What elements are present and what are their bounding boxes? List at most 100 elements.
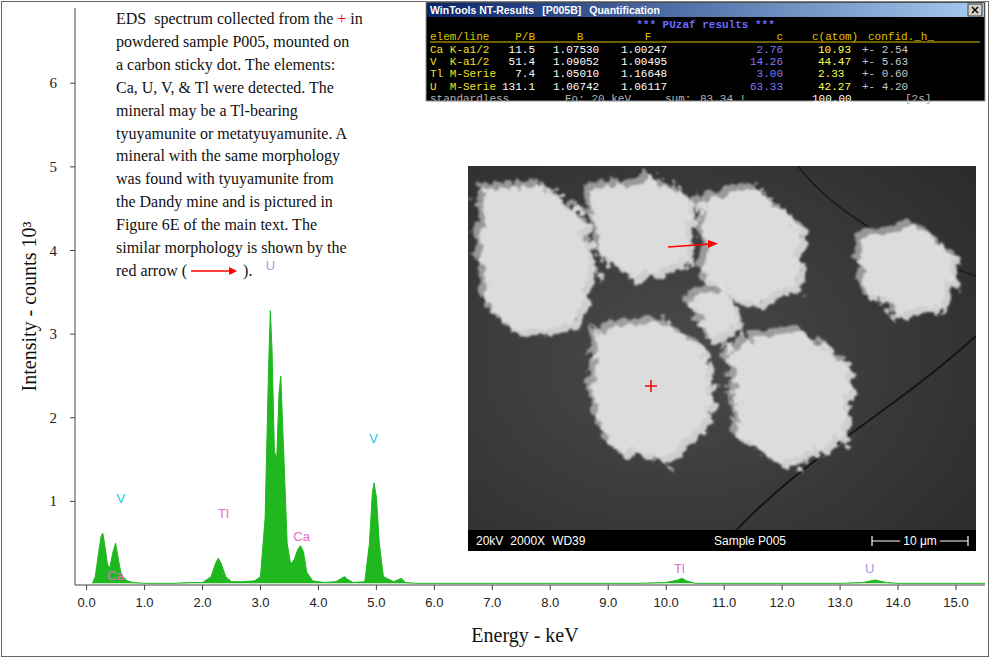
column-head: P/B: [515, 31, 535, 43]
table-cell: 10.93: [818, 44, 851, 56]
x-tick-label: 7.0: [483, 595, 501, 610]
caption-marker: +: [337, 10, 346, 27]
x-tick-label: 2.0: [193, 595, 211, 610]
y-tick: [70, 250, 75, 251]
table-cell: +- 5.63: [862, 56, 908, 68]
caption-text: EDS spectrum collected from the: [116, 10, 337, 28]
column-head: elem/line: [430, 31, 489, 43]
table-cell: 11.5: [509, 44, 535, 56]
x-tick: [86, 585, 87, 590]
table-cell: +- 4.20: [862, 81, 908, 93]
x-tick: [782, 585, 783, 590]
caption-arrow: [191, 270, 231, 272]
particle-highlight: [474, 179, 594, 334]
x-tick-label: 3.0: [251, 595, 269, 610]
y-tick-label: 6: [50, 75, 58, 91]
table-cell: Tl M-Serie: [430, 68, 496, 80]
table-cell: 2.33: [818, 68, 844, 80]
x-tick-label: 4.0: [309, 595, 327, 610]
x-tick-label: 0.0: [78, 595, 96, 610]
caption-text: was found with tyuyamunite from: [116, 170, 334, 188]
y-tick-label: 1: [50, 493, 58, 509]
footer-cell: standardless: [430, 93, 509, 105]
info-text: WD39: [552, 534, 586, 548]
title-bar: [427, 3, 984, 17]
y-tick: [70, 501, 75, 502]
particle-highlight: [584, 314, 709, 459]
peak-label: Tl: [674, 561, 685, 576]
footer-cell: Eo: 20 keV: [565, 93, 631, 105]
table-cell: 1.06742: [553, 81, 599, 93]
x-tick: [260, 585, 261, 590]
footer-cell: [2s]: [905, 93, 931, 105]
table-cell: U M-Serie: [430, 81, 496, 93]
x-tick: [550, 585, 551, 590]
table-cell: 2.76: [757, 44, 783, 56]
x-tick-label: 15.0: [943, 595, 968, 610]
scale-label-ground: [900, 534, 940, 548]
particle-highlight: [684, 284, 739, 339]
particles: [474, 166, 976, 551]
table-cell: 14.26: [750, 56, 783, 68]
morphology-arrow: [668, 244, 710, 247]
table-cell: +- 0.60: [862, 68, 908, 80]
sample-label: Sample P005: [714, 534, 786, 548]
x-tick: [898, 585, 899, 590]
analysis-point: [645, 380, 657, 392]
window-body: [426, 2, 985, 101]
particle-highlight: [694, 184, 799, 304]
close-button[interactable]: [968, 4, 982, 16]
footer-cell: sum:: [665, 93, 691, 105]
table-cell: Ca K-a1/2: [430, 44, 489, 56]
y-axis-title: Intensity - counts 10³: [18, 222, 41, 392]
peak-label: V: [116, 491, 125, 506]
x-tick: [608, 585, 609, 590]
x-tick: [202, 585, 203, 590]
x-tick: [434, 585, 435, 590]
caption-text: mineral may be a Tl-bearing: [116, 102, 298, 120]
y-tick: [70, 334, 75, 335]
close-icon: [972, 7, 978, 13]
column-head: confid._h_: [868, 31, 934, 43]
x-axis: [75, 585, 985, 586]
results-window: WinTools NT-Results[P005B]Quantification…: [426, 2, 985, 105]
x-tick: [144, 585, 145, 590]
figure-frame: [2, 2, 989, 657]
column-head: c: [776, 31, 783, 43]
figure: 0.01.02.03.04.05.06.07.08.09.010.011.012…: [0, 0, 990, 658]
x-tick-label: 1.0: [136, 595, 154, 610]
scale-bar-end: [967, 536, 968, 546]
table-cell: 44.47: [818, 56, 851, 68]
particle-highlight: [854, 219, 954, 314]
scale-label: 10 μm: [903, 534, 937, 548]
info-text: 2000X: [510, 534, 545, 548]
caption-arrow-head: [229, 267, 237, 275]
x-tick-label: 13.0: [827, 595, 852, 610]
table-cell: 42.27: [818, 81, 851, 93]
y-tick-label: 2: [50, 410, 58, 426]
column-head: B: [577, 31, 584, 43]
particle-highlight: [724, 324, 849, 464]
y-tick-label: 4: [50, 243, 58, 259]
micrograph: 20kV 2000X WD39 Sample P005 10 μm: [468, 166, 976, 551]
table-cell: 3.00: [757, 68, 783, 80]
info-bar: [468, 530, 976, 551]
x-tick-label: 12.0: [769, 595, 794, 610]
peak-label: U: [266, 258, 275, 273]
caption-text: mineral with the same morphology: [116, 147, 340, 165]
results-heading: *** PUzaf results ***: [636, 19, 775, 31]
caption-text: similar morphology is shown by the: [116, 239, 347, 257]
caption-text: tyuyamunite or metatyuyamunite. A: [116, 125, 348, 143]
table-cell: 1.09052: [553, 56, 599, 68]
caption-text: a carbon sticky dot. The elements:: [116, 56, 335, 74]
x-tick: [956, 585, 957, 590]
peak-label: U: [865, 561, 874, 576]
info-text: 20kV: [476, 534, 503, 548]
column-head: F: [645, 31, 652, 43]
micrograph-background: [468, 166, 976, 551]
morphology-arrow-head: [708, 240, 718, 248]
table-cell: 1.05010: [553, 68, 599, 80]
caption-text: red arrow (: [116, 262, 187, 280]
table-cell: 51.4: [509, 56, 536, 68]
caption-text: in: [346, 10, 362, 27]
